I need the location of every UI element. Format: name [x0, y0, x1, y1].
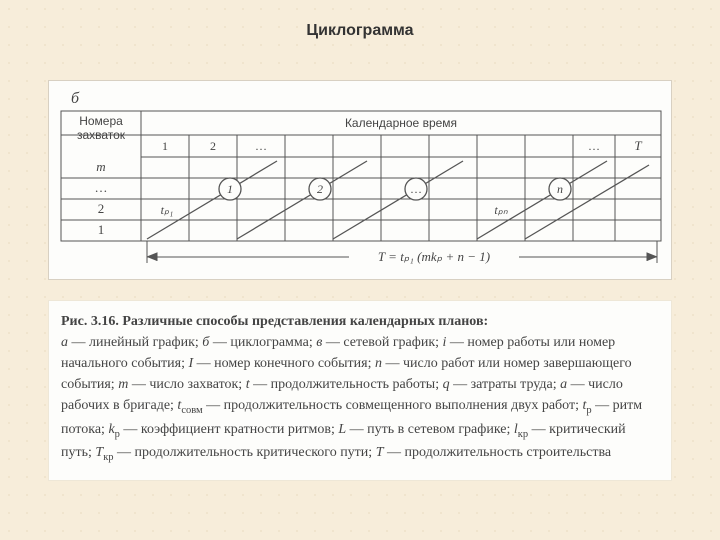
node-2: 2 — [317, 182, 323, 196]
row-dots: … — [95, 180, 108, 195]
tpn-label: tₚₙ — [494, 203, 507, 217]
col-T: T — [634, 138, 642, 153]
col-3: … — [255, 139, 267, 153]
node-n: n — [557, 182, 563, 196]
node-3: … — [410, 182, 422, 196]
header-left-l1: Номера — [79, 114, 123, 128]
row-1: 1 — [98, 222, 105, 237]
caption-lead: Рис. 3.16. Различные способы представлен… — [61, 314, 488, 329]
node-1: 1 — [227, 182, 233, 196]
tp1-label: tₚ₁ — [161, 203, 174, 217]
col-dots2: … — [588, 139, 600, 153]
cyclogram-figure: б — [48, 80, 672, 280]
dimension-formula: T = tₚ₁ (mkₚ + n − 1) — [378, 249, 490, 264]
page-title: Циклограмма — [0, 22, 720, 40]
caption-body: а — линейный график; б — циклограмма; в … — [61, 335, 642, 460]
row-m: m — [96, 159, 105, 174]
header-right: Календарное время — [345, 116, 457, 130]
header-left-l2: захваток — [77, 128, 126, 142]
figure-subletter: б — [71, 90, 80, 107]
col-2: 2 — [210, 139, 216, 153]
row-2: 2 — [98, 201, 105, 216]
col-1: 1 — [162, 139, 168, 153]
figure-caption: Рис. 3.16. Различные способы представлен… — [48, 300, 672, 481]
